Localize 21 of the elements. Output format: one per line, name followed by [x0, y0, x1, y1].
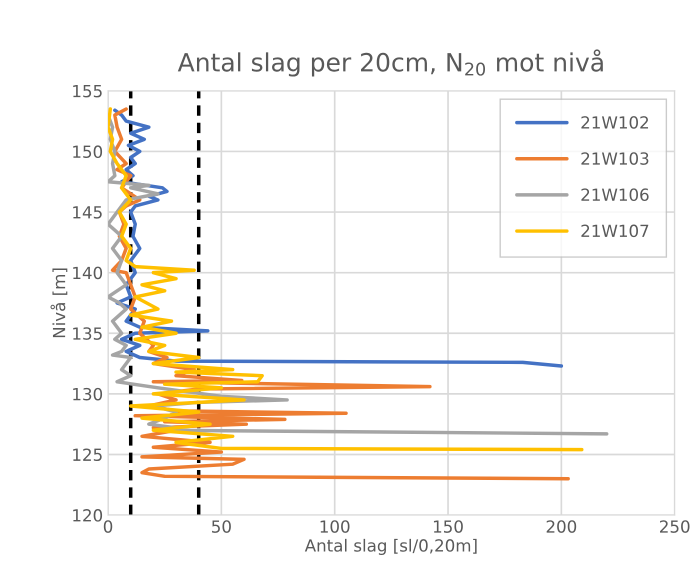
x-tick-label: 250: [660, 520, 690, 533]
y-tick-label: 150: [73, 145, 102, 158]
x-tick-label: 200: [546, 520, 576, 533]
y-tick-label: 130: [73, 388, 102, 400]
y-tick-label: 120: [73, 509, 102, 522]
y-tick-label: 155: [73, 85, 102, 98]
x-tick-label: 50: [212, 520, 231, 533]
x-axis-title: Antal slag [sl/0,20m]: [304, 538, 477, 555]
x-tick-label: 150: [434, 520, 463, 533]
y-tick-label: 140: [73, 266, 102, 280]
x-tick-label: 0: [104, 520, 112, 533]
y-tick-label: 145: [73, 206, 102, 219]
y-tick-label: 135: [73, 327, 102, 340]
legend-label: 21W102: [581, 116, 648, 129]
legend-label: 21W103: [581, 152, 648, 165]
y-axis-title: Nivå [m]: [50, 268, 68, 338]
chart-title: Antal slag per 20cm, N$_{20}$ mot nivå: [178, 49, 603, 77]
legend-label: 21W107: [581, 224, 648, 238]
x-tick-label: 100: [320, 520, 350, 533]
y-tick-label: 125: [73, 448, 102, 462]
legend-label: 21W106: [581, 188, 649, 201]
